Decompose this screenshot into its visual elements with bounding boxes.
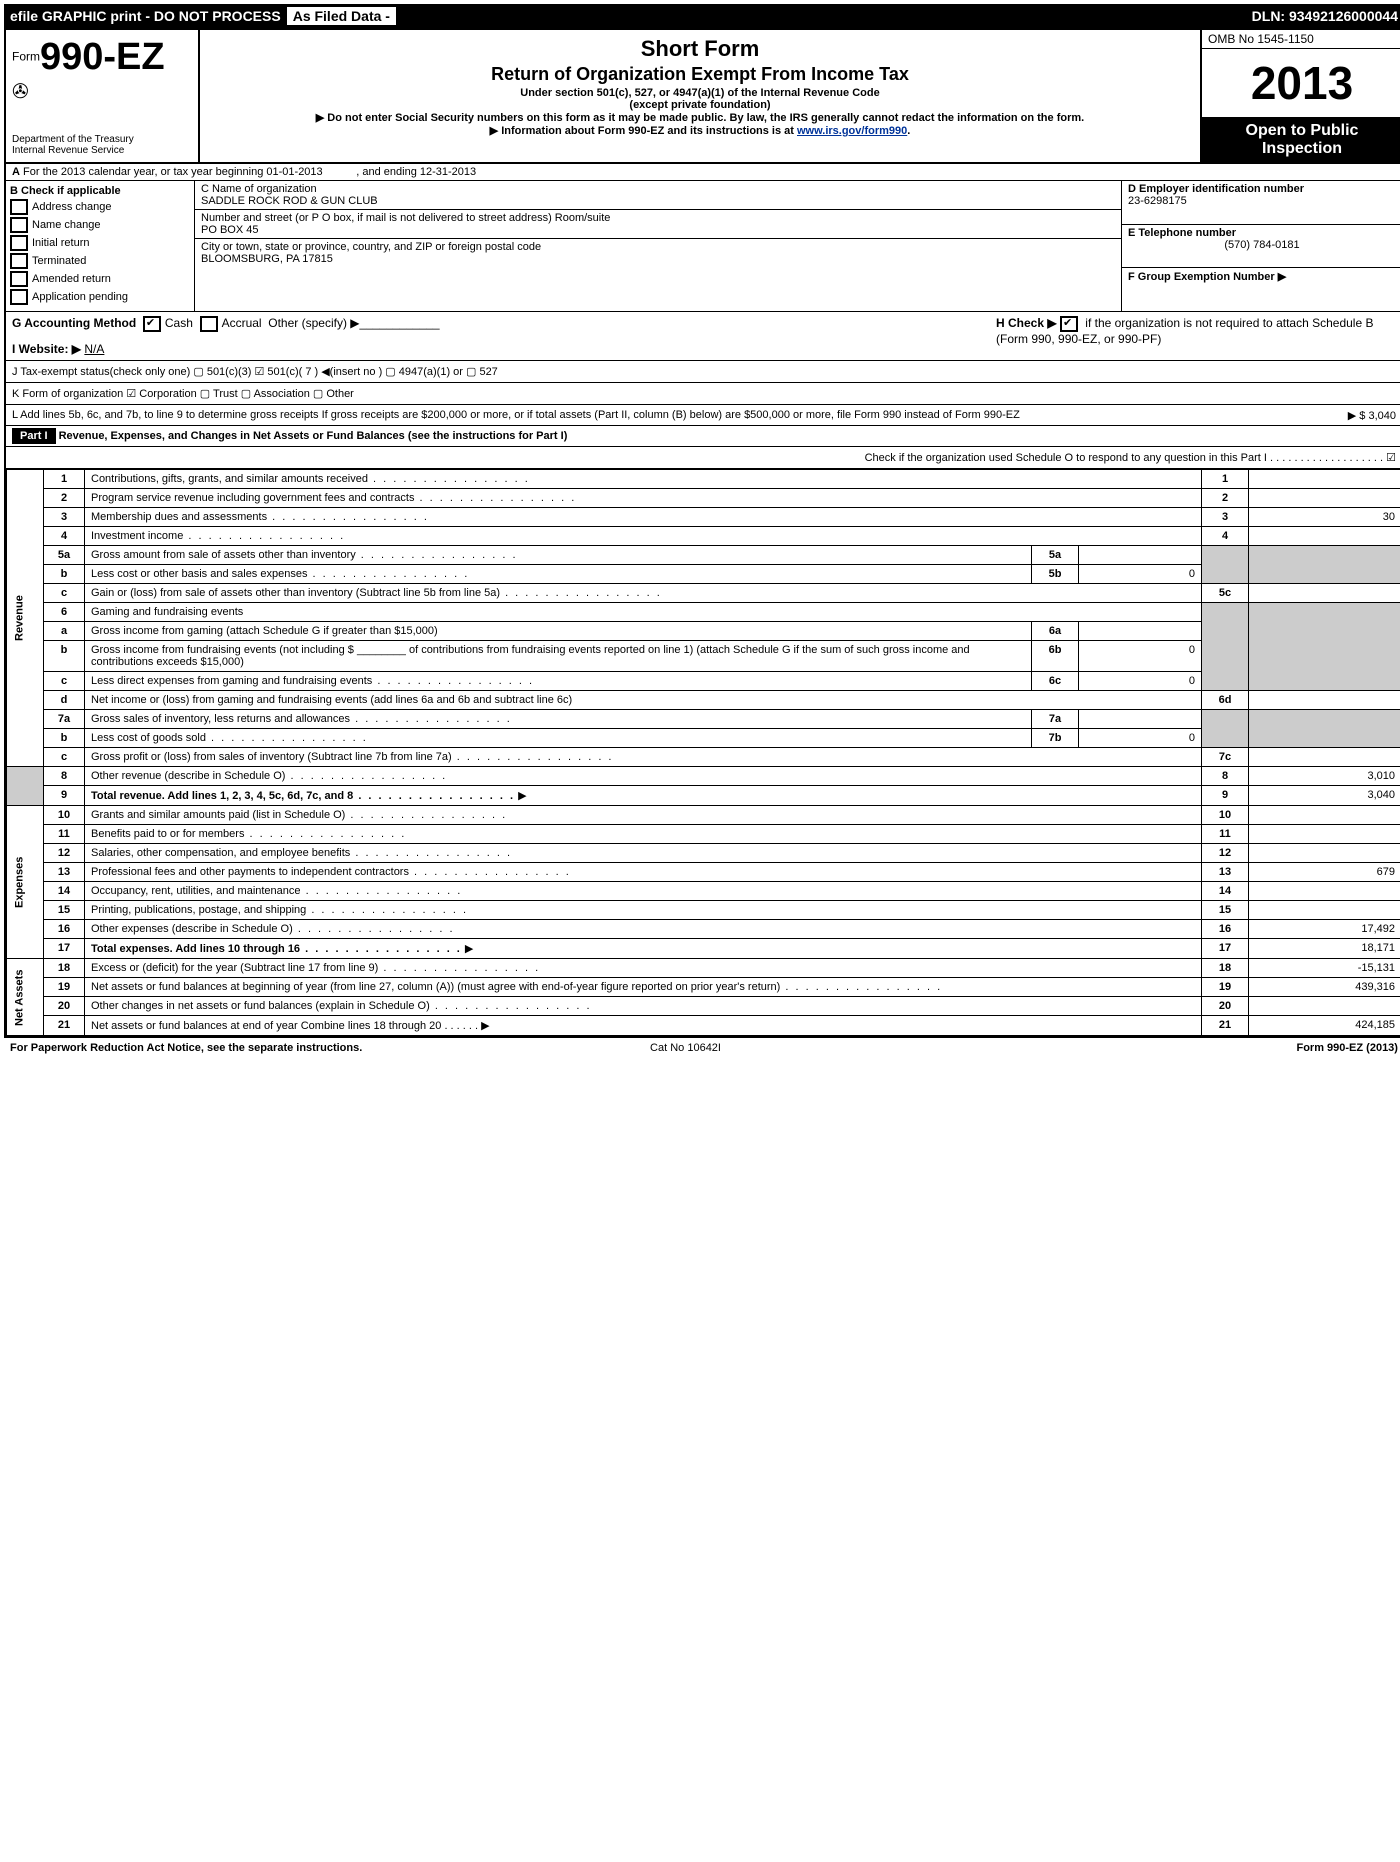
- footer-form: Form 990-EZ (2013): [1296, 1042, 1397, 1054]
- b-label: B Check if applicable: [10, 185, 190, 197]
- form-container: Form990-EZ ✇ Department of the Treasury …: [4, 28, 1400, 1038]
- chk-pending[interactable]: [10, 289, 28, 305]
- form-number: 990-EZ: [40, 36, 165, 78]
- dln-label: DLN: 93492126000044: [1252, 8, 1398, 24]
- subtitle-1: Under section 501(c), 527, or 4947(a)(1)…: [204, 87, 1196, 99]
- row-a: A A For the 2013 calendar year, or tax y…: [6, 164, 1400, 181]
- line-k: K Form of organization ☑ Corporation ▢ T…: [6, 383, 1400, 405]
- efile-label: efile GRAPHIC print - DO NOT PROCESS: [10, 8, 281, 24]
- line19-amount: 439,316: [1249, 978, 1400, 997]
- line-h: H Check ▶ if the organization is not req…: [996, 316, 1396, 346]
- gross-receipts: ▶ $ 3,040: [1348, 409, 1396, 422]
- note-info: ▶ Information about Form 990-EZ and its …: [490, 125, 797, 137]
- section-def: D Employer identification number 23-6298…: [1121, 181, 1400, 311]
- section-c: C Name of organization SADDLE ROCK ROD &…: [195, 181, 1121, 311]
- title-return: Return of Organization Exempt From Incom…: [204, 64, 1196, 85]
- website-value: N/A: [84, 342, 104, 356]
- header: Form990-EZ ✇ Department of the Treasury …: [6, 30, 1400, 164]
- omb-number: OMB No 1545-1150: [1202, 30, 1400, 49]
- line9-amount: 3,040: [1249, 786, 1400, 806]
- expenses-label: Expenses: [7, 806, 44, 959]
- line8-amount: 3,010: [1249, 767, 1400, 786]
- chk-address[interactable]: [10, 199, 28, 215]
- chk-terminated[interactable]: [10, 253, 28, 269]
- chk-cash[interactable]: [143, 316, 161, 332]
- netassets-label: Net Assets: [7, 959, 44, 1036]
- as-filed-label: As Filed Data -: [287, 7, 396, 25]
- f-label: F Group Exemption Number ▶: [1128, 271, 1286, 283]
- line13-amount: 679: [1249, 863, 1400, 882]
- c-label: C Name of organization: [201, 183, 1115, 195]
- footer-cat: Cat No 10642I: [650, 1042, 721, 1054]
- line-g: G Accounting Method Cash Accrual Other (…: [12, 316, 984, 332]
- street-label: Number and street (or P O box, if mail i…: [201, 212, 1115, 224]
- open-public: Open to Public Inspection: [1202, 118, 1400, 162]
- line-i: I Website: ▶ N/A: [12, 342, 984, 356]
- dept-label: Department of the Treasury: [12, 134, 192, 145]
- irs-label: Internal Revenue Service: [12, 145, 192, 156]
- tax-year: 2013: [1202, 49, 1400, 118]
- line21-amount: 424,185: [1249, 1016, 1400, 1036]
- form-word: Form: [12, 50, 40, 64]
- section-b: B Check if applicable Address change Nam…: [6, 181, 195, 311]
- line3-amount: 30: [1249, 508, 1400, 527]
- chk-name[interactable]: [10, 217, 28, 233]
- footer-left: For Paperwork Reduction Act Notice, see …: [10, 1042, 362, 1054]
- line17-amount: 18,171: [1249, 939, 1400, 959]
- chk-accrual[interactable]: [200, 316, 218, 332]
- header-left: Form990-EZ ✇ Department of the Treasury …: [6, 30, 200, 162]
- city-label: City or town, state or province, country…: [201, 241, 1115, 253]
- ein-value: 23-6298175: [1128, 195, 1396, 207]
- org-name: SADDLE ROCK ROD & GUN CLUB: [201, 195, 1115, 207]
- footer: For Paperwork Reduction Act Notice, see …: [4, 1038, 1400, 1058]
- city-value: BLOOMSBURG, PA 17815: [201, 253, 1115, 265]
- revenue-label: Revenue: [7, 470, 44, 767]
- chk-schedule-b[interactable]: [1060, 316, 1078, 332]
- lines-table: Revenue 1 Contributions, gifts, grants, …: [6, 469, 1400, 1036]
- org-row: B Check if applicable Address change Nam…: [6, 181, 1400, 312]
- part-i-header: Part I Revenue, Expenses, and Changes in…: [6, 426, 1400, 447]
- part-i-sub: Check if the organization used Schedule …: [6, 447, 1400, 469]
- title-short-form: Short Form: [204, 36, 1196, 62]
- irs-link[interactable]: www.irs.gov/form990: [797, 125, 907, 137]
- note-ssn: ▶ Do not enter Social Security numbers o…: [204, 111, 1196, 124]
- line-j: J Tax-exempt status(check only one) ▢ 50…: [6, 361, 1400, 383]
- header-center: Short Form Return of Organization Exempt…: [200, 30, 1200, 162]
- header-right: OMB No 1545-1150 2013 Open to Public Ins…: [1200, 30, 1400, 162]
- d-label: D Employer identification number: [1128, 183, 1396, 195]
- chk-initial[interactable]: [10, 235, 28, 251]
- line18-amount: -15,131: [1249, 959, 1400, 978]
- line16-amount: 17,492: [1249, 920, 1400, 939]
- street-value: PO BOX 45: [201, 224, 1115, 236]
- line-l: L Add lines 5b, 6c, and 7b, to line 9 to…: [6, 405, 1400, 426]
- e-label: E Telephone number: [1128, 227, 1396, 239]
- chk-amended[interactable]: [10, 271, 28, 287]
- subtitle-2: (except private foundation): [204, 99, 1196, 111]
- phone-value: (570) 784-0181: [1128, 239, 1396, 251]
- top-bar: efile GRAPHIC print - DO NOT PROCESS As …: [4, 4, 1400, 28]
